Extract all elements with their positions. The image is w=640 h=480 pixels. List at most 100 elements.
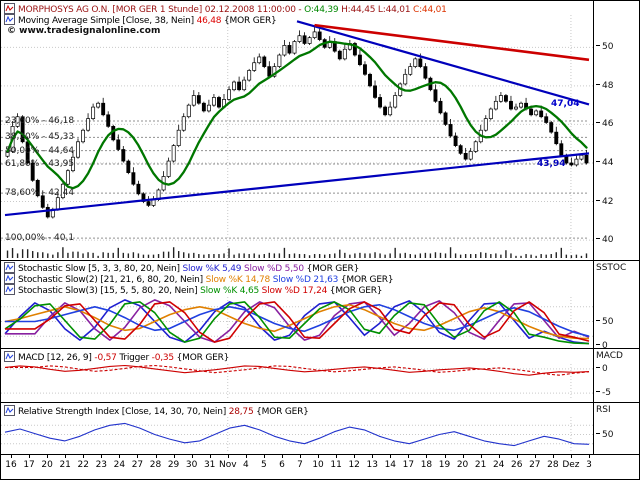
time-label: 17 bbox=[402, 460, 415, 470]
time-tick bbox=[101, 455, 103, 458]
axis-separator bbox=[593, 1, 594, 454]
header-segment: -0,57 bbox=[94, 353, 120, 363]
header-segment: {MOR GER} bbox=[176, 353, 230, 363]
time-label: 18 bbox=[420, 460, 433, 470]
indicator-icon bbox=[4, 351, 15, 362]
time-tick bbox=[516, 455, 518, 458]
indicator-icon bbox=[4, 284, 15, 295]
time-tick bbox=[29, 455, 31, 458]
time-label: 31 bbox=[203, 460, 216, 470]
ma-header-text: Moving Average Simple [Close, 38, Nein] … bbox=[18, 16, 277, 26]
time-label: 20 bbox=[41, 460, 53, 470]
chart-plot-area[interactable] bbox=[1, 1, 594, 480]
time-label: 22 bbox=[77, 460, 89, 470]
panel-separator bbox=[1, 348, 639, 349]
time-label: 16 bbox=[5, 460, 17, 470]
time-tick bbox=[47, 455, 49, 458]
stochastic-header-3-text: Stochastic Slow(3) [15, 5, 5, 80, 20, Ne… bbox=[18, 286, 383, 296]
axis-tick-label: 50 bbox=[596, 430, 613, 440]
time-tick bbox=[426, 455, 428, 458]
time-label: 27 bbox=[131, 460, 144, 470]
time-tick bbox=[173, 455, 175, 458]
fib-level-label: 61,80% - 43,95 bbox=[5, 158, 75, 169]
stochastic-header-2: Stochastic Slow(2) [21, 21, 6, 80, 20, N… bbox=[4, 273, 394, 285]
header-segment: C:44,01 bbox=[413, 5, 447, 15]
header-segment: -0,35 bbox=[151, 353, 177, 363]
time-label: 19 bbox=[438, 460, 451, 470]
time-label: 17 bbox=[23, 460, 35, 470]
time-label: Dez bbox=[562, 460, 580, 470]
header-segment: MORPHOSYS AG O.N. [MOR GER 1 Stunde] 02.… bbox=[18, 5, 305, 15]
axis-tick-label: 50 bbox=[596, 42, 613, 52]
header-segment: {MOR GER} bbox=[224, 16, 277, 26]
time-label: 29 bbox=[167, 460, 180, 470]
time-label: 26 bbox=[511, 460, 523, 470]
axis-tick-label: -5 bbox=[596, 388, 611, 398]
time-label: 21 bbox=[59, 460, 71, 470]
time-tick bbox=[65, 455, 67, 458]
time-tick bbox=[191, 455, 193, 458]
time-label: 28 bbox=[149, 460, 162, 470]
macd-header: MACD [12, 26, 9] -0,57 Trigger -0,35 {MO… bbox=[4, 351, 229, 363]
time-label: 4 bbox=[242, 460, 249, 470]
time-tick bbox=[534, 455, 536, 458]
time-label: 21 bbox=[474, 460, 487, 470]
axis-tick-label: 0 bbox=[596, 341, 608, 351]
stochastic-header-3: Stochastic Slow(3) [15, 5, 5, 80, 20, Ne… bbox=[4, 284, 383, 296]
time-tick bbox=[155, 455, 157, 458]
fib-level-label: 78,60% - 42,44 bbox=[5, 188, 75, 199]
time-label: 24 bbox=[492, 460, 505, 470]
time-label: 10 bbox=[312, 460, 324, 470]
time-axis[interactable]: 16 17 20 21 22 23 24 27 28 29 30 31 Nov 4 5 6 7 10 11 12 13 1… bbox=[1, 455, 639, 479]
fib-level-label: 50,00% - 44,64 bbox=[5, 145, 75, 156]
rsi-header-text: Relative Strength Index [Close, 14, 30, … bbox=[18, 407, 309, 417]
fib-level-label: 38,20% - 45,33 bbox=[5, 132, 75, 143]
header-segment: 46,48 bbox=[196, 16, 224, 26]
ma-header: Moving Average Simple [Close, 38, Nein] … bbox=[4, 14, 277, 26]
watermark: © www.tradesignalonline.com bbox=[7, 26, 161, 36]
axis-tick-label: 46 bbox=[596, 119, 613, 129]
header-segment: Slow %D 21,63 bbox=[272, 275, 341, 285]
header-segment: {MOR GER} bbox=[329, 286, 383, 296]
axis-tick-label: 40 bbox=[596, 235, 613, 245]
header-segment: {MOR GER} bbox=[256, 407, 309, 417]
panel-separator bbox=[1, 402, 639, 403]
indicator-icon bbox=[4, 262, 15, 273]
time-tick bbox=[390, 455, 392, 458]
header-segment: {MOR GER} bbox=[306, 264, 360, 274]
time-tick bbox=[552, 455, 554, 458]
header-segment: Slow %D 17,24 bbox=[261, 286, 330, 296]
time-tick bbox=[462, 455, 464, 458]
header-segment: 28,75 bbox=[228, 407, 257, 417]
time-label: 3 bbox=[586, 460, 592, 470]
value-axis[interactable]: 50 48 46 44 42 40 SSTOC 50 0 MACD 0 -5 RSI 50 bbox=[594, 1, 639, 455]
time-tick bbox=[318, 455, 320, 458]
time-tick bbox=[336, 455, 338, 458]
header-segment: {MOR GER} bbox=[340, 275, 394, 285]
macd-header-text: MACD [12, 26, 9] -0,57 Trigger -0,35 {MO… bbox=[18, 353, 229, 363]
indicator-icon bbox=[4, 14, 15, 25]
header-segment: Slow %D 5,50 bbox=[244, 264, 307, 274]
header-segment: H:44,45 L:44,01 bbox=[341, 5, 414, 15]
header-segment: Stochastic Slow [5, 3, 3, 80, 20, Nein] bbox=[18, 264, 183, 274]
time-tick bbox=[83, 455, 85, 458]
header-segment: Stochastic Slow(2) [21, 21, 6, 80, 20, N… bbox=[18, 275, 206, 285]
panel-separator bbox=[1, 260, 639, 261]
time-label: 5 bbox=[261, 460, 267, 470]
time-tick bbox=[281, 455, 283, 458]
time-tick bbox=[589, 455, 590, 458]
stochastic-header-2-text: Stochastic Slow(2) [21, 21, 6, 80, 20, N… bbox=[18, 275, 394, 285]
time-tick bbox=[444, 455, 446, 458]
instrument-header-text: MORPHOSYS AG O.N. [MOR GER 1 Stunde] 02.… bbox=[18, 5, 447, 15]
time-tick bbox=[245, 455, 247, 458]
header-segment: Relative Strength Index [Close, 14, 30, … bbox=[18, 407, 229, 417]
time-label: 11 bbox=[330, 460, 342, 470]
indicator-icon bbox=[4, 273, 15, 284]
header-segment: Slow %K 5,49 bbox=[182, 264, 244, 274]
header-segment: Slow %K 14,78 bbox=[205, 275, 273, 285]
time-tick bbox=[498, 455, 500, 458]
fib-level-label: 23,60% - 46,18 bbox=[5, 115, 75, 126]
time-tick bbox=[119, 455, 121, 458]
axis-tick-label: 42 bbox=[596, 197, 613, 207]
stochastic-axis-title: SSTOC bbox=[596, 263, 627, 273]
